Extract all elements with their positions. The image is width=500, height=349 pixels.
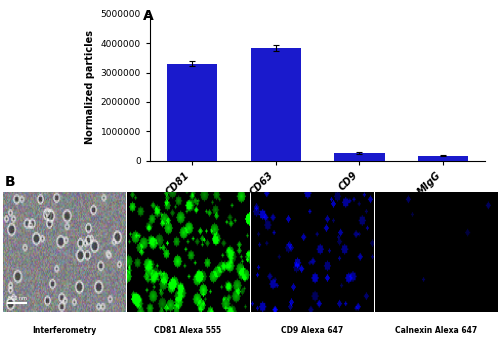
Text: CD9 Alexa 647: CD9 Alexa 647	[281, 326, 343, 335]
Y-axis label: Normalized particles: Normalized particles	[85, 30, 95, 144]
Text: Interferometry: Interferometry	[32, 326, 96, 335]
Text: Calnexin Alexa 647: Calnexin Alexa 647	[395, 326, 477, 335]
Text: B: B	[5, 174, 15, 188]
Text: A: A	[142, 9, 153, 23]
Text: CD81 Alexa 555: CD81 Alexa 555	[154, 326, 222, 335]
Text: 500 nm: 500 nm	[8, 296, 27, 301]
Bar	[250, 48, 301, 161]
Bar	[418, 156, 468, 161]
Bar	[334, 153, 384, 161]
Bar	[167, 64, 217, 161]
